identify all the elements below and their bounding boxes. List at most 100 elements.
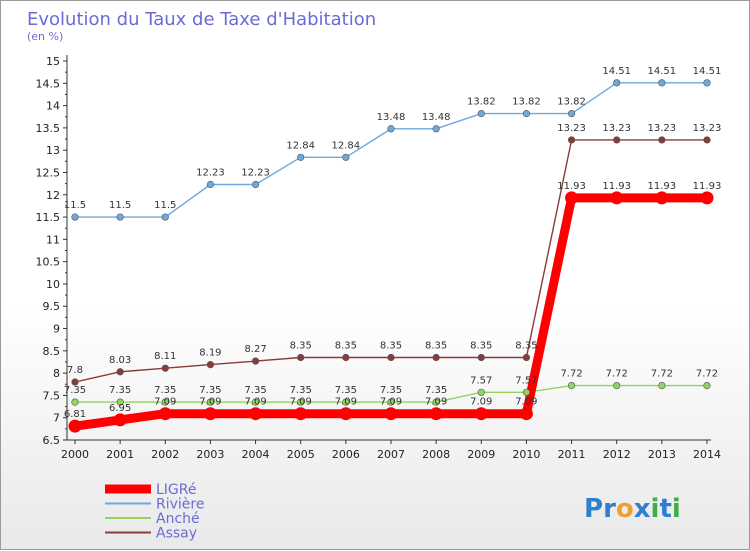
data-label: 8.11 [154,351,176,362]
data-point [297,153,305,161]
data-label: 8.35 [470,341,492,352]
data-point [522,110,531,118]
y-tick-label: 13.5 [36,122,61,135]
data-label: 7.57 [470,375,492,386]
data-label: 7.35 [154,385,176,396]
x-tick-label: 2008 [422,448,450,461]
legend-label: Assay [156,526,197,542]
x-tick-label: 2013 [648,448,676,461]
y-tick-label: 14.5 [36,77,61,90]
y-axis-unit: (en %) [27,30,63,43]
logo-letter: i [651,494,660,524]
data-label: 7.09 [425,397,447,408]
data-label: 8.35 [515,341,537,352]
y-tick-label: 8.5 [43,345,61,358]
data-point [206,361,215,369]
data-label: 13.48 [422,112,451,123]
data-label: 13.23 [648,123,677,134]
data-point [203,407,217,421]
x-tick-label: 2010 [512,448,540,461]
data-point [161,213,169,221]
data-label: 7.09 [244,397,266,408]
data-label: 11.5 [64,200,86,211]
data-point [206,398,215,406]
data-label: 11.93 [602,181,631,192]
data-label: 12.84 [286,140,315,151]
data-point [432,398,440,406]
data-point [429,407,443,421]
data-point [613,382,621,390]
y-tick-label: 10.5 [36,256,61,269]
data-label: 11.93 [693,181,722,192]
y-tick-label: 12.5 [36,166,61,179]
x-tick-label: 2003 [196,448,224,461]
data-point [565,191,579,205]
data-label: 13.23 [557,123,586,134]
x-tick-label: 2006 [332,448,360,461]
data-label: 14.51 [648,66,677,77]
data-point [116,398,124,406]
data-label: 7.09 [290,397,312,408]
x-tick-label: 2001 [106,448,134,461]
logo-letter: r [603,494,616,524]
data-point [294,407,308,421]
data-label: 7.09 [470,397,492,408]
data-label: 8.19 [199,348,221,359]
data-label: 7.72 [696,369,718,380]
data-point [251,357,260,365]
data-point [116,368,124,376]
data-label: 13.23 [602,123,631,134]
y-tick-label: 8 [53,367,60,380]
data-label: 13.48 [377,112,406,123]
logo-letter: t [659,494,671,524]
data-point [519,407,533,421]
y-tick-label: 12 [46,189,60,202]
data-point [613,136,621,144]
y-tick-label: 6.5 [43,434,61,447]
data-point [339,407,353,421]
data-label: 11.5 [154,200,176,211]
data-point [522,353,531,362]
y-tick-label: 13 [46,144,60,157]
data-point [474,407,488,421]
data-label: 12.23 [241,168,270,179]
data-point [703,382,711,390]
data-label: 13.23 [693,123,722,134]
data-label: 7.09 [199,397,221,408]
data-point [116,213,124,221]
data-label: 7.72 [606,369,628,380]
legend-label: Rivière [156,497,204,513]
proxiti-logo: Proxiti [584,494,681,524]
data-label: 7.35 [199,385,221,396]
y-tick-label: 9 [53,323,60,336]
data-point [387,125,395,133]
data-point [249,407,263,421]
data-label: 13.82 [557,97,586,108]
data-point [387,398,395,406]
data-point [477,388,485,396]
data-label: 7.57 [515,375,537,386]
data-point [161,364,169,372]
x-tick-label: 2000 [61,448,89,461]
data-point [567,110,576,118]
data-label: 7.09 [380,397,402,408]
data-label: 8.03 [109,355,131,366]
y-tick-label: 10 [46,278,60,291]
data-label: 6.95 [109,403,131,414]
data-label: 7.35 [425,385,447,396]
data-point [703,136,711,144]
data-point [658,79,666,87]
data-point [477,110,485,118]
data-point [158,407,172,421]
data-label: 7.72 [560,369,582,380]
data-point [251,180,260,189]
data-point [71,213,79,221]
data-point [251,398,260,406]
y-tick-label: 14 [46,100,60,113]
data-label: 13.82 [467,97,496,108]
data-point [613,79,621,87]
data-label: 7.8 [67,365,83,376]
x-tick-label: 2005 [287,448,315,461]
data-point [432,125,440,133]
